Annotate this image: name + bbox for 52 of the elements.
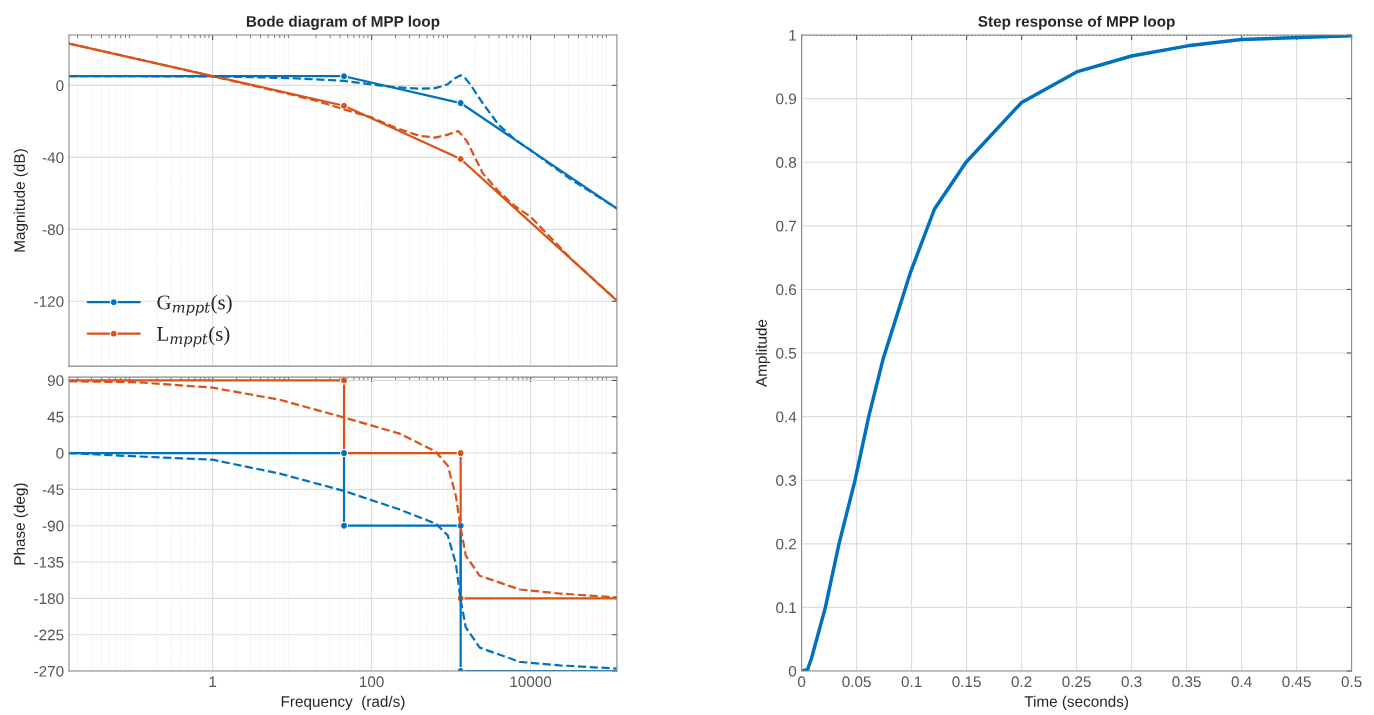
x-tick-label: 0.1 xyxy=(901,676,922,688)
y-tick-label: -120 xyxy=(34,296,64,307)
y-tick-label: -135 xyxy=(34,556,64,568)
y-tick-label: 0.3 xyxy=(776,475,797,486)
point xyxy=(340,101,349,110)
x-tick-label: 1 xyxy=(209,676,217,687)
point xyxy=(340,72,349,81)
y-tick-label: 45 xyxy=(47,411,64,423)
y-tick-label: 0.5 xyxy=(776,347,797,359)
line-series xyxy=(801,35,1352,672)
y-tick-label: 0.4 xyxy=(776,411,797,423)
x-tick-label: 10000 xyxy=(510,676,552,688)
y-axis-title: Magnitude (dB) xyxy=(13,149,28,252)
x-tick-label: 0.5 xyxy=(1341,676,1362,688)
legend-label: G$_{mppt}$(s) xyxy=(157,294,232,316)
x-axis-title: Frequency (rad/s) xyxy=(281,695,405,710)
x-tick-label: 0 xyxy=(797,676,806,688)
y-tick-label: 0.9 xyxy=(776,93,797,105)
y-tick-label: 0.8 xyxy=(776,157,797,168)
y-axis-title: Amplitude xyxy=(755,319,770,387)
y-tick-label: 1 xyxy=(789,30,796,41)
y-tick-label: 90 xyxy=(47,375,64,387)
y-tick-label: -45 xyxy=(42,484,64,496)
legend-label: L$_{mppt}$(s) xyxy=(157,326,230,348)
y-tick-label: -90 xyxy=(42,520,64,532)
y-tick-label: 0.6 xyxy=(776,284,797,296)
x-tick-label: 0.45 xyxy=(1282,676,1311,688)
point xyxy=(456,99,465,108)
chart-title: Step response of MPP loop xyxy=(978,15,1175,30)
y-tick-label: -225 xyxy=(34,629,64,641)
y-tick-label: 0 xyxy=(56,80,64,92)
x-tick-label: 100 xyxy=(360,676,384,688)
y-tick-label: -180 xyxy=(34,593,64,605)
x-tick-label: 0.15 xyxy=(952,676,981,688)
x-tick-label: 0.3 xyxy=(1121,676,1142,688)
y-tick-label: 0.2 xyxy=(776,538,796,550)
x-tick-label: 0.05 xyxy=(842,676,871,688)
x-tick-label: 0.25 xyxy=(1062,676,1091,688)
y-tick-label: 0 xyxy=(788,665,797,677)
x-axis-title: Time (seconds) xyxy=(1024,695,1128,710)
y-tick-label: -270 xyxy=(34,665,64,677)
y-tick-label: -40 xyxy=(42,152,64,164)
x-tick-label: 0.35 xyxy=(1172,676,1201,688)
point xyxy=(456,155,465,163)
y-tick-label: 0.1 xyxy=(776,602,796,614)
y-tick-label: -80 xyxy=(42,224,64,236)
x-tick-label: 0.2 xyxy=(1011,676,1032,688)
x-tick-label: 0.4 xyxy=(1231,676,1252,688)
y-tick-label: 0 xyxy=(56,447,64,459)
chart-title: Bode diagram of MPP loop xyxy=(246,15,440,30)
y-tick-label: 0.7 xyxy=(776,220,796,232)
y-axis-title: Phase (deg) xyxy=(13,483,28,565)
